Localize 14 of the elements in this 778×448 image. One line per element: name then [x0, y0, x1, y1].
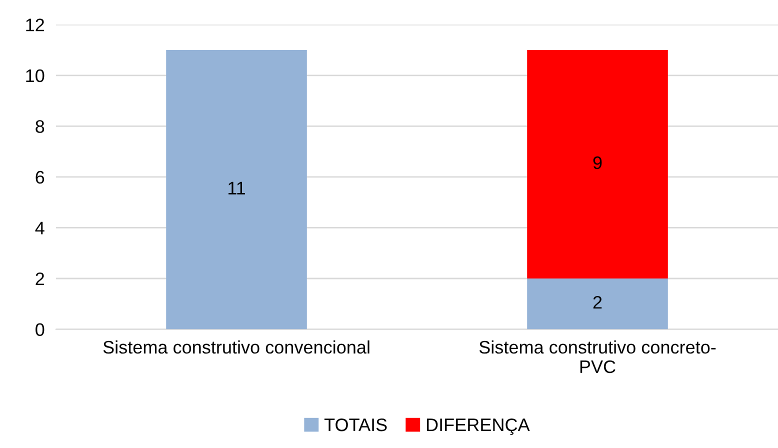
y-tick-label: 2 — [36, 272, 44, 286]
y-tick-label: 4 — [35, 222, 44, 234]
legend-label: DIFERENÇA — [426, 418, 530, 435]
data-label: 2 — [593, 296, 602, 309]
y-tick-label: 12 — [26, 18, 44, 32]
legend-label: TOTAIS — [324, 418, 387, 432]
data-label: 11 — [228, 182, 246, 194]
y-tick-label: 0 — [36, 323, 44, 336]
x-tick-label: Sistema construtivo concreto-PVC — [479, 340, 716, 374]
data-label: 9 — [593, 156, 602, 170]
y-tick-label: 10 — [26, 69, 44, 82]
x-tick-label: Sistema construtivo convencional — [103, 340, 370, 354]
y-tick-label: 6 — [36, 170, 44, 184]
y-tick-label: 8 — [36, 120, 44, 133]
